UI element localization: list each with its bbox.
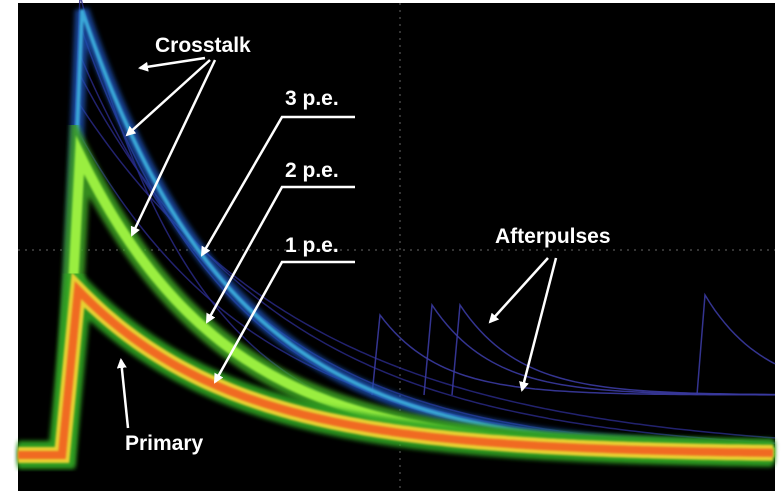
- annotations: Crosstalk 3 p.e. 2 p.e. 1 p.e. Afterpuls…: [116, 34, 611, 455]
- trace: [451, 302, 775, 396]
- pe2-label: 2 p.e.: [285, 159, 339, 182]
- trace: [18, 281, 774, 459]
- traces: [18, 0, 776, 469]
- pe1-label: 1 p.e.: [285, 234, 339, 257]
- primary-label: Primary: [125, 432, 204, 455]
- crosstalk-label: Crosstalk: [155, 34, 251, 57]
- afterpulses-label: Afterpulses: [495, 225, 611, 248]
- trace: [696, 292, 776, 396]
- pe3-label: 3 p.e.: [285, 87, 339, 110]
